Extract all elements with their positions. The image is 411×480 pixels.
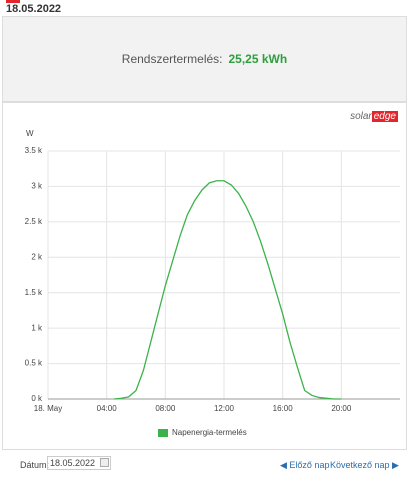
legend-label: Napenergia-termelés <box>172 428 247 437</box>
x-tick-label: 16:00 <box>273 404 294 413</box>
y-tick-label: 0 k <box>31 394 43 403</box>
prev-day-link[interactable]: ◀ Előző nap <box>280 460 330 470</box>
y-tick-label: 3 k <box>31 182 43 191</box>
date-label: Dátum: <box>20 460 50 470</box>
y-tick-label: 0.5 k <box>25 359 43 368</box>
header-date: 18.05.2022 <box>6 3 62 15</box>
chart: W 0 k 0.5 k 1 k 1.5 k 2 k 2.5 k 3 k 3.5 k 18. Ma… <box>25 129 400 437</box>
logo-text: solar <box>350 111 372 122</box>
y-tick-label: 3.5 k <box>25 146 43 155</box>
next-day-text: Következő nap <box>330 460 390 470</box>
next-day-link[interactable]: Következő nap ▶ <box>330 460 399 470</box>
x-tick-label: 20:00 <box>331 404 352 413</box>
prev-day-text: Előző nap <box>289 460 330 470</box>
logo: solar edge <box>350 111 398 122</box>
logo-text: edge <box>371 111 398 122</box>
x-tick-label: 12:00 <box>214 404 235 413</box>
footer: Dátum: 18.05.2022 ◀ Előző nap Következő … <box>0 452 411 480</box>
y-axis-label: W <box>26 129 34 138</box>
top-bar: 18.05.2022 <box>0 0 411 15</box>
date-input[interactable]: 18.05.2022 <box>47 456 111 470</box>
x-tick-label: 04:00 <box>97 404 118 413</box>
series-line <box>113 180 342 400</box>
x-tick-label: 08:00 <box>155 404 176 413</box>
y-tick-label: 2.5 k <box>25 217 43 226</box>
tab-marker <box>6 0 20 3</box>
y-tick-label: 2 k <box>31 252 43 261</box>
y-tick-label: 1 k <box>31 323 43 332</box>
calendar-button[interactable] <box>100 458 109 467</box>
summary-value: 25,25 kWh <box>228 52 288 66</box>
x-tick-label: 18. May <box>34 404 62 413</box>
chart-panel: solar edge <box>2 102 407 450</box>
summary-label: Rendszertermelés: <box>121 52 223 66</box>
legend-swatch <box>158 429 168 437</box>
summary-panel: Rendszertermelés: 25,25 kWh <box>2 16 407 102</box>
y-tick-label: 1.5 k <box>25 288 43 297</box>
